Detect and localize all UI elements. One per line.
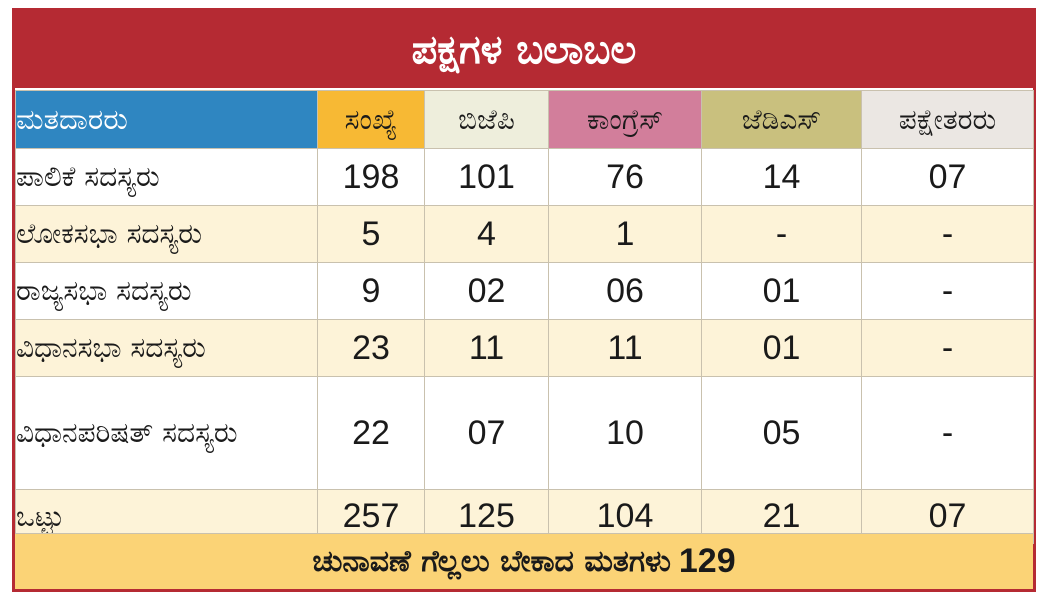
table-title: ಪಕ್ಷಗಳ ಬಲಾಬಲ [15,11,1033,90]
value-cell: 06 [548,262,702,320]
value-cell: 101 [424,148,549,206]
value-cell: 4 [424,205,549,263]
column-header: ಕಾಂಗ್ರೆಸ್ [548,90,702,149]
corner-header: ಮತದಾರರು [15,90,318,149]
header-row: ಮತದಾರರು ಸಂಖ್ಯೆ ಬಿಜೆಪಿ ಕಾಂಗ್ರೆಸ್ ಜೆಡಿಎಸ್ … [15,90,1034,149]
column-header: ಸಂಖ್ಯೆ [317,90,425,149]
value-cell: 01 [701,319,862,377]
row-label: ವಿಧಾನಸಭಾ ಸದಸ್ಯರು [15,319,318,377]
row-label: ವಿಧಾನಪರಿಷತ್ ಸದಸ್ಯರು [15,376,318,490]
value-cell: 07 [861,148,1034,206]
table-row: ವಿಧಾನಸಭಾ ಸದಸ್ಯರು 23 11 11 01- [15,319,1034,377]
value-cell: 11 [548,319,702,377]
value-cell: - [701,205,862,263]
required-votes-label: ಚುನಾವಣೆ ಗೆಲ್ಲಲು ಬೇಕಾದ ಮತಗಳು [312,544,671,579]
value-cell: 11 [424,319,549,377]
value-cell: 1 [548,205,702,263]
required-votes-value: 129 [678,542,736,580]
column-header: ಜೆಡಿಎಸ್ [701,90,862,149]
table-row: ವಿಧಾನಪರಿಷತ್ ಸದಸ್ಯರು 22 07 10 05- [15,376,1034,490]
value-cell: 22 [317,376,425,490]
value-cell: 02 [424,262,549,320]
value-cell: 198 [317,148,425,206]
table-row: ರಾಜ್ಯಸಭಾ ಸದಸ್ಯರು 9 02 06 01- [15,262,1034,320]
value-cell: 9 [317,262,425,320]
value-cell: 07 [424,376,549,490]
row-label: ಪಾಲಿಕೆ ಸದಸ್ಯರು [15,148,318,206]
value-cell: - [861,319,1034,377]
required-votes-banner: ಚುನಾವಣೆ ಗೆಲ್ಲಲು ಬೇಕಾದ ಮತಗಳು 129 [15,533,1033,589]
value-cell: 5 [317,205,425,263]
column-header: ಪಕ್ಷೇತರರು [861,90,1034,149]
value-cell: 10 [548,376,702,490]
table-row: ಲೋಕಸಭಾ ಸದಸ್ಯರು 5 4 1- - [15,205,1034,263]
value-cell: 76 [548,148,702,206]
value-cell: 23 [317,319,425,377]
column-header: ಬಿಜೆಪಿ [424,90,549,149]
table-frame: ಪಕ್ಷಗಳ ಬಲಾಬಲ ಮತದಾರರು ಸಂಖ್ಯೆ ಬಿಜೆಪಿ ಕಾಂಗ್… [12,8,1036,592]
data-table: ಮತದಾರರು ಸಂಖ್ಯೆ ಬಿಜೆಪಿ ಕಾಂಗ್ರೆಸ್ ಜೆಡಿಎಸ್ … [15,90,1034,544]
value-cell: - [861,205,1034,263]
value-cell: 14 [701,148,862,206]
value-cell: 01 [701,262,862,320]
table-row: ಪಾಲಿಕೆ ಸದಸ್ಯರು 198 101 76 14 07 [15,148,1034,206]
value-cell: - [861,262,1034,320]
row-label: ರಾಜ್ಯಸಭಾ ಸದಸ್ಯರು [15,262,318,320]
value-cell: 05 [701,376,862,490]
row-label: ಲೋಕಸಭಾ ಸದಸ್ಯರು [15,205,318,263]
value-cell: - [861,376,1034,490]
